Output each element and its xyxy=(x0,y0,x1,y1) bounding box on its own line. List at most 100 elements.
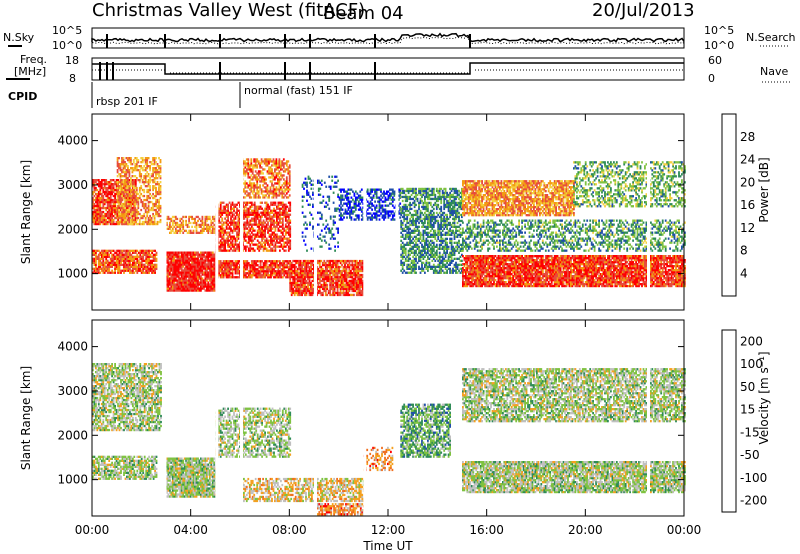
heatmap-cell xyxy=(152,263,155,266)
heatmap-cell xyxy=(128,220,131,224)
heatmap-cell xyxy=(198,255,201,258)
heatmap-cell xyxy=(169,265,171,268)
heatmap-cell xyxy=(135,214,138,218)
heatmap-cell xyxy=(146,220,149,224)
heatmap-cell xyxy=(250,225,253,228)
heatmap-cell xyxy=(119,194,122,198)
heatmap-cell xyxy=(258,241,261,244)
heatmap-cell xyxy=(130,183,132,186)
heatmap-cell xyxy=(231,241,234,244)
heatmap-cell xyxy=(244,162,247,165)
heatmap-cell xyxy=(92,261,94,264)
heatmap-cell xyxy=(111,249,113,252)
heatmap-cell xyxy=(97,194,100,198)
heatmap-cell xyxy=(117,259,119,262)
heatmap-cell xyxy=(246,211,249,214)
heatmap-cell xyxy=(272,162,275,165)
heatmap-cell xyxy=(239,260,241,263)
heatmap-cell xyxy=(247,249,250,252)
heatmap-cell xyxy=(246,260,249,263)
heatmap-cell xyxy=(211,259,214,262)
heatmap-cell xyxy=(111,265,113,268)
heatmap-cell xyxy=(286,213,289,216)
heatmap-cell xyxy=(287,182,290,185)
heatmap-cell xyxy=(299,285,302,289)
heatmap-cell xyxy=(279,217,281,220)
heatmap-cell xyxy=(301,277,303,281)
heatmap-cell xyxy=(96,271,99,274)
heatmap-cell xyxy=(222,221,225,224)
heatmap-cell xyxy=(249,247,252,250)
heatmap-cell xyxy=(239,231,241,234)
heatmap-cell xyxy=(136,269,139,272)
heatmap-cell xyxy=(125,202,128,206)
heatmap-cell xyxy=(224,229,226,232)
heatmap-cell xyxy=(276,211,278,214)
heatmap-cell xyxy=(128,216,131,220)
heatmap-cell xyxy=(270,223,272,226)
heatmap-cell xyxy=(186,257,189,260)
heatmap-cell xyxy=(201,271,204,274)
heatmap-cell xyxy=(274,260,277,263)
heatmap-cell xyxy=(246,209,249,212)
heatmap-cell xyxy=(236,243,238,246)
heatmap-cell xyxy=(134,261,137,264)
heatmap-cell xyxy=(106,204,109,208)
heatmap-cell xyxy=(244,205,247,208)
heatmap-cell xyxy=(93,190,96,194)
heatmap-cell xyxy=(253,262,256,265)
heatmap-cell xyxy=(262,235,265,238)
heatmap-cell xyxy=(259,268,262,271)
heatmap-cell xyxy=(125,192,128,196)
heatmap-cell xyxy=(256,225,259,228)
heatmap-cell xyxy=(183,263,186,266)
heatmap-cell xyxy=(246,221,249,224)
heatmap-cell xyxy=(254,174,257,177)
heatmap-cell xyxy=(211,277,214,280)
heatmap-cell xyxy=(112,263,115,266)
heatmap-cell xyxy=(95,251,97,254)
heatmap-cell xyxy=(312,205,314,208)
heatmap-cell xyxy=(166,285,168,288)
heatmap-cell xyxy=(269,172,272,175)
heatmap-cell xyxy=(259,172,261,175)
heatmap-cell xyxy=(233,217,235,220)
heatmap-cell xyxy=(118,196,121,200)
heatmap-cell xyxy=(221,276,224,279)
heatmap-cell xyxy=(247,264,250,267)
heatmap-cell xyxy=(154,259,156,262)
heatmap-cell xyxy=(185,279,187,282)
heatmap-cell xyxy=(265,249,268,252)
heatmap-cell xyxy=(105,200,108,204)
heatmap-cell xyxy=(252,213,255,216)
heatmap-cell xyxy=(211,269,214,272)
heatmap-cell xyxy=(256,180,259,183)
heatmap-cell xyxy=(177,225,180,228)
heatmap-cell xyxy=(100,186,103,190)
heatmap-cell xyxy=(278,186,281,189)
heatmap-cell xyxy=(203,225,205,228)
heatmap-cell xyxy=(191,255,193,258)
heatmap-cell xyxy=(239,227,241,230)
heatmap-cell xyxy=(270,211,272,214)
heatmap-cell xyxy=(159,210,162,214)
heatmap-cell xyxy=(301,265,303,269)
heatmap-cell xyxy=(141,204,144,208)
heatmap-cell xyxy=(134,263,137,266)
heatmap-cell xyxy=(93,183,96,186)
heatmap-cell xyxy=(227,231,229,234)
heatmap-cell xyxy=(283,211,286,214)
heatmap-cell xyxy=(200,251,202,254)
heatmap-cell xyxy=(247,221,250,224)
heatmap-cell xyxy=(268,194,270,197)
heatmap-cell xyxy=(317,223,320,226)
heatmap-cell xyxy=(142,255,145,258)
heatmap-cell xyxy=(111,179,113,182)
heatmap-cell xyxy=(146,255,149,258)
heatmap-cell xyxy=(247,207,250,210)
heatmap-cell xyxy=(248,188,251,191)
heatmap-cell xyxy=(253,203,256,206)
heatmap-cell xyxy=(247,231,250,234)
heatmap-cell xyxy=(102,202,105,206)
heatmap-cell xyxy=(230,203,232,206)
